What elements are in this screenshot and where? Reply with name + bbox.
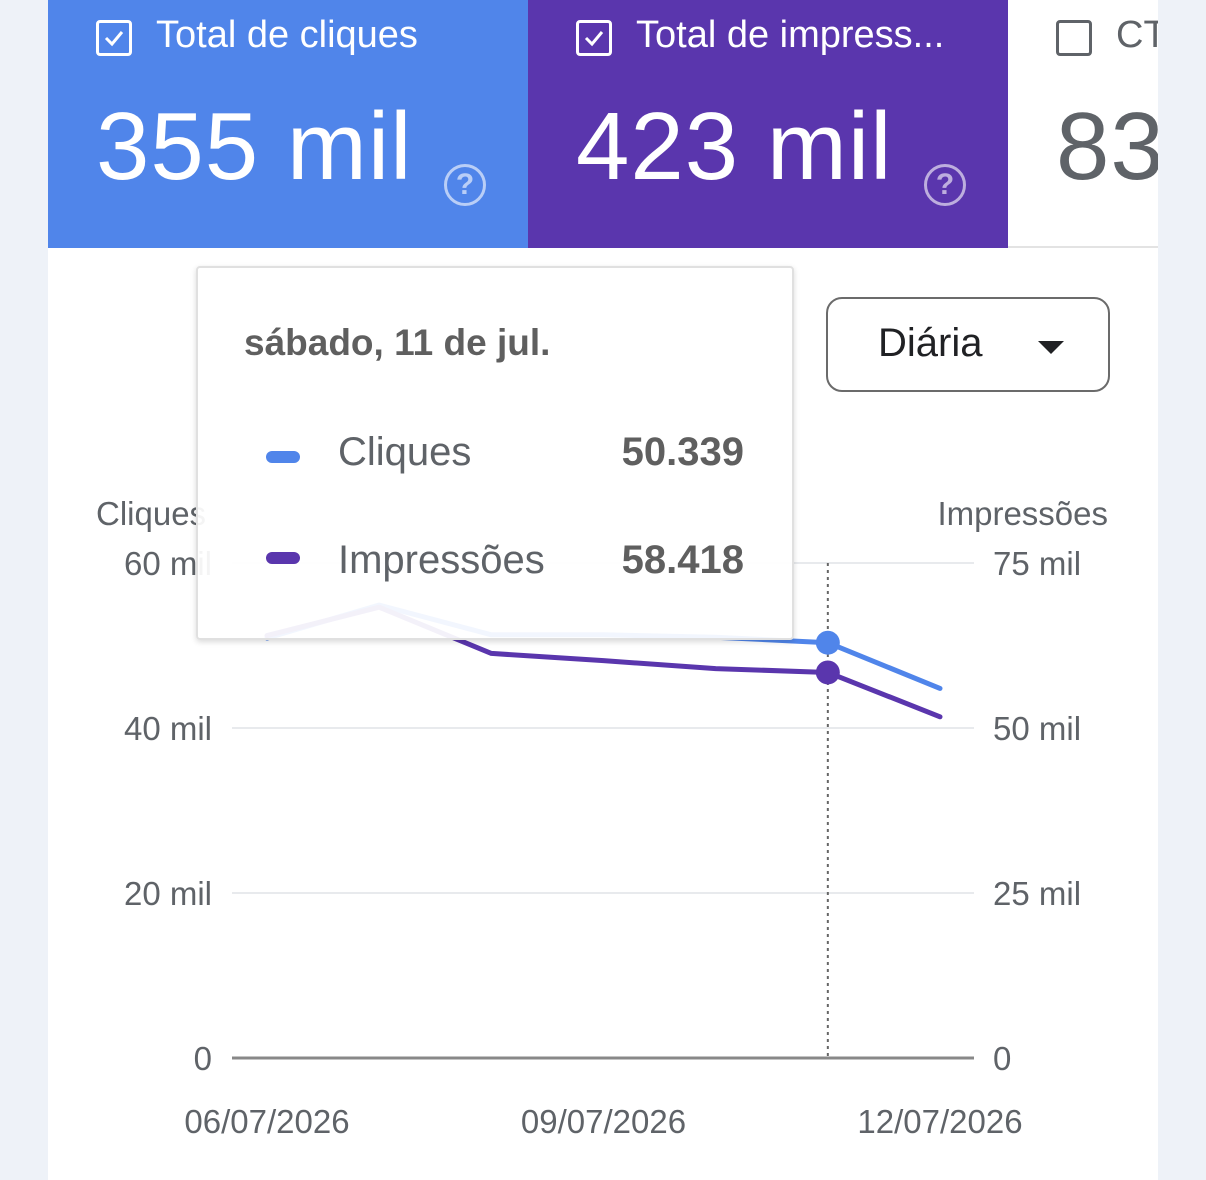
ctr-value: 83 xyxy=(1056,93,1158,200)
y-right-tick-label: 25 mil xyxy=(993,875,1081,912)
x-tick-label: 12/07/2026 xyxy=(857,1103,1022,1140)
impressions-checkbox[interactable] xyxy=(576,20,612,56)
y-left-tick-label: 0 xyxy=(194,1040,212,1077)
metric-card-impressions[interactable]: Total de impress... 423 mil ? xyxy=(528,0,1008,248)
highlight-point-cliques xyxy=(815,630,840,655)
tooltip-swatch-impressions xyxy=(266,552,300,564)
tooltip-series-name: Impressões xyxy=(338,538,545,582)
clicks-label: Total de cliques xyxy=(156,14,418,56)
caret-down-icon xyxy=(1038,341,1064,354)
y-right-axis-title: Impressões xyxy=(937,495,1108,532)
y-left-tick-label: 40 mil xyxy=(124,710,212,747)
impressions-label: Total de impress... xyxy=(636,14,945,56)
metric-card-clicks[interactable]: Total de cliques 355 mil ? xyxy=(48,0,528,248)
granularity-dropdown[interactable]: Diária xyxy=(826,297,1110,392)
highlight-point-impressões xyxy=(815,660,840,685)
tooltip-series-value: 50.339 xyxy=(621,430,744,474)
tooltip-series-name: Cliques xyxy=(338,430,472,474)
tooltip-series-value: 58.418 xyxy=(621,538,744,582)
help-icon[interactable]: ? xyxy=(444,164,486,206)
x-tick-label: 06/07/2026 xyxy=(184,1103,349,1140)
ctr-label: CT xyxy=(1116,14,1158,56)
tooltip-swatch-clicks xyxy=(266,451,300,463)
chart-tooltip: sábado, 11 de jul. Cliques 50.339 Impres… xyxy=(196,266,794,640)
y-right-tick-label: 0 xyxy=(993,1040,1011,1077)
metric-card-ctr[interactable]: CT 83 xyxy=(1008,0,1158,248)
y-left-axis-title: Cliques xyxy=(96,495,206,532)
checkmark-icon xyxy=(584,31,604,47)
checkmark-icon xyxy=(104,31,124,47)
impressions-value: 423 mil xyxy=(576,93,893,200)
tooltip-date: sábado, 11 de jul. xyxy=(244,322,551,363)
x-tick-label: 09/07/2026 xyxy=(521,1103,686,1140)
y-left-tick-label: 20 mil xyxy=(124,875,212,912)
y-right-tick-label: 50 mil xyxy=(993,710,1081,747)
help-icon[interactable]: ? xyxy=(924,164,966,206)
granularity-selected: Diária xyxy=(878,321,983,365)
clicks-checkbox[interactable] xyxy=(96,20,132,56)
y-right-tick-label: 75 mil xyxy=(993,545,1081,582)
clicks-value: 355 mil xyxy=(96,93,413,200)
ctr-checkbox[interactable] xyxy=(1056,20,1092,56)
